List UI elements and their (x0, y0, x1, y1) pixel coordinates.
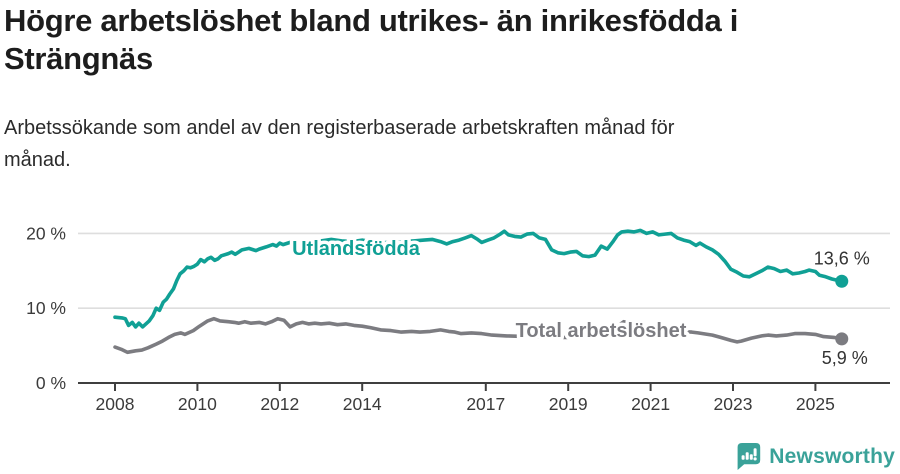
subtitle-line-2: månad. (4, 149, 71, 171)
y-tick-labels: 0 % 10 % 20 % (26, 223, 66, 393)
series-inline-labels: Utlandsfödda Total arbetslöshet (289, 235, 691, 346)
svg-text:2023: 2023 (714, 394, 753, 414)
svg-text:20 %: 20 % (26, 223, 66, 243)
subtitle-line-1: Arbetssökande som andel av den registerb… (4, 117, 675, 139)
svg-text:2019: 2019 (549, 394, 588, 414)
gridlines (78, 232, 890, 310)
svg-text:Total arbetslöshet: Total arbetslöshet (516, 320, 687, 342)
series-end-value-labels: 13,6 % 5,9 % (814, 248, 870, 368)
series-end-dots (835, 274, 849, 346)
svg-text:2025: 2025 (796, 394, 835, 414)
svg-text:2017: 2017 (466, 394, 505, 414)
brand-name: Newsworthy (769, 444, 895, 468)
page-title: Högre arbetslöshet bland utrikes- än inr… (4, 2, 738, 78)
title-line-1: Högre arbetslöshet bland utrikes- än inr… (4, 3, 739, 38)
svg-text:0 %: 0 % (36, 373, 66, 393)
svg-text:Utlandsfödda: Utlandsfödda (292, 238, 421, 260)
chart-subtitle: Arbetssökande som andel av den registerb… (4, 112, 674, 176)
svg-text:2021: 2021 (631, 394, 670, 414)
svg-text:2012: 2012 (260, 394, 299, 414)
svg-text:2010: 2010 (178, 394, 217, 414)
x-axis (78, 382, 890, 391)
svg-text:10 %: 10 % (26, 298, 66, 318)
newsworthy-logo-icon (737, 443, 761, 470)
svg-text:5,9 %: 5,9 % (822, 348, 868, 368)
svg-text:2008: 2008 (96, 394, 135, 414)
svg-text:13,6 %: 13,6 % (814, 248, 870, 268)
footer-brand: Newsworthy (733, 442, 895, 471)
title-line-2: Strängnäs (4, 41, 153, 76)
svg-text:2014: 2014 (343, 394, 382, 414)
series-lines (113, 228, 844, 355)
x-tick-labels: 2008 2010 2012 2014 2017 2019 2021 2023 2025 (96, 394, 835, 414)
